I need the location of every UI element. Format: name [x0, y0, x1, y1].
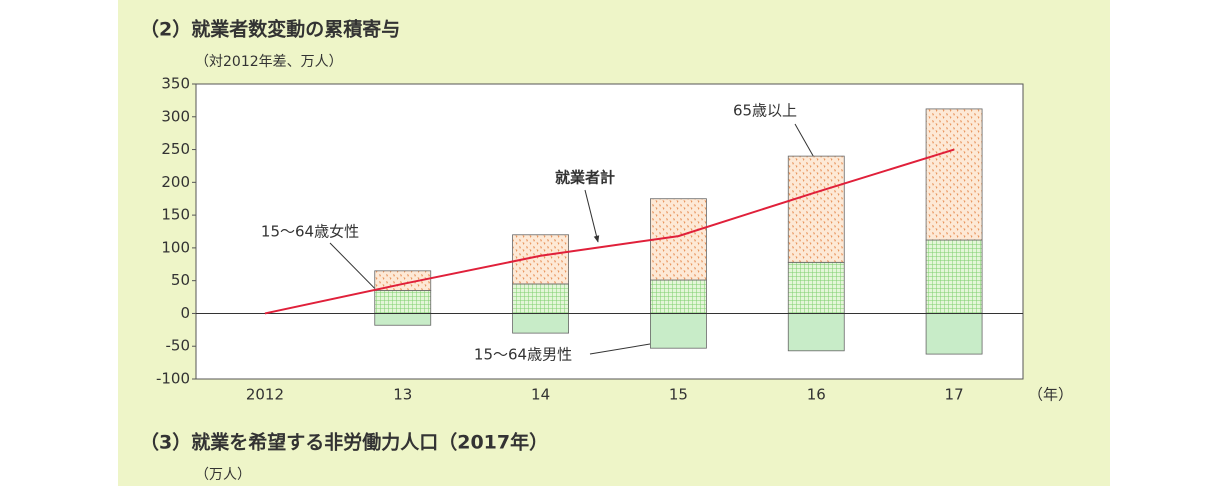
series-label: 15〜64歳女性	[261, 223, 359, 241]
bar-segment	[925, 239, 983, 314]
y-tick-label: 50	[171, 271, 190, 289]
x-tick-label: 13	[393, 386, 412, 404]
chart-title: （2）就業者数変動の累積寄与	[140, 18, 400, 41]
y-tick-label: 100	[161, 238, 190, 256]
x-tick-label: 14	[531, 386, 550, 404]
y-tick-label: -100	[156, 370, 190, 388]
x-tick-label: 16	[807, 386, 826, 404]
plot-area	[195, 83, 1024, 380]
next-title: （3）就業を希望する非労働力人口（2017年）	[140, 431, 548, 454]
bar-segment	[512, 313, 569, 334]
x-unit: （年）	[1028, 386, 1073, 404]
bar-segment	[650, 313, 707, 349]
y-tick-label: 350	[161, 75, 190, 93]
bar-segment	[374, 313, 432, 326]
bar-segment	[787, 261, 845, 314]
y-tick-label: 150	[161, 206, 190, 224]
bar-segment	[925, 313, 983, 355]
y-tick-label: 0	[180, 304, 190, 322]
next-subtitle: （万人）	[195, 467, 251, 483]
series-label: 65歳以上	[733, 102, 797, 120]
y-tick-label: 200	[161, 173, 190, 191]
x-tick-label: 2012	[246, 386, 284, 404]
x-tick-label: 15	[669, 386, 688, 404]
bar-segment	[787, 155, 845, 263]
bar-segment	[925, 108, 983, 241]
bar-segment	[374, 290, 432, 314]
bar-segment	[374, 270, 432, 291]
y-tick-label: -50	[166, 337, 191, 355]
y-tick-label: 250	[161, 140, 190, 158]
y-tick-label: 300	[161, 107, 190, 125]
bar-segment	[512, 283, 569, 314]
total-line	[264, 148, 955, 315]
bar-segment	[650, 279, 707, 314]
x-tick-label: 17	[945, 386, 964, 404]
bar-segment	[787, 313, 845, 352]
series-label: 15〜64歳男性	[474, 346, 572, 364]
series-label: 就業者計	[555, 169, 615, 187]
chart-subtitle: （対2012年差、万人）	[195, 54, 343, 70]
